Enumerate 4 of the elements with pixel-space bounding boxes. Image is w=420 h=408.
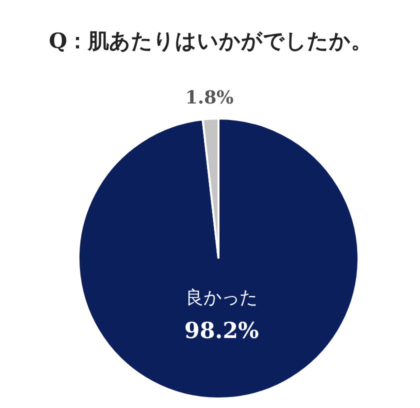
slice-label: 良かった: [186, 287, 258, 308]
data-label: 1.8%: [185, 87, 234, 108]
chart-title: Q：肌あたりはいかがでしたか。: [48, 28, 372, 53]
data-label: 98.2%: [184, 318, 260, 344]
